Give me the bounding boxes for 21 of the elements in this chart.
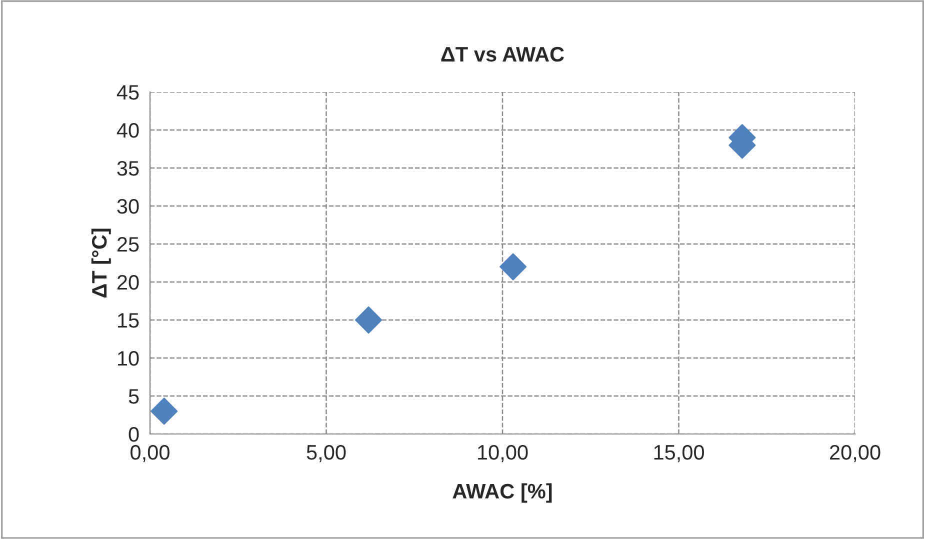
chart-title: ΔT vs AWAC <box>441 46 564 62</box>
y-tick-label: 0 <box>128 427 139 442</box>
y-tick-label: 15 <box>118 313 139 328</box>
y-tick-label: 40 <box>116 123 139 138</box>
y-tick-label: 20 <box>117 275 139 290</box>
y-tick-label: 5 <box>128 389 139 404</box>
y-tick-label: 45 <box>116 85 139 100</box>
y-tick-label: 30 <box>117 199 139 214</box>
x-axis-title: AWAC [%] <box>452 483 552 503</box>
y-tick-label: 10 <box>118 351 139 366</box>
x-tick-label: 10,00 <box>478 444 528 462</box>
y-axis-title: ΔT [°C] <box>91 228 111 298</box>
x-tick-label: 15,00 <box>654 444 704 462</box>
y-tick-label: 35 <box>117 161 139 176</box>
y-tick-label: 25 <box>117 237 139 252</box>
x-tick-label: 5,00 <box>306 444 346 462</box>
point <box>500 253 527 280</box>
x-tick-label: 0,00 <box>130 444 170 462</box>
point <box>150 398 178 425</box>
x-tick-label: 20,00 <box>830 444 880 462</box>
point <box>355 306 382 334</box>
